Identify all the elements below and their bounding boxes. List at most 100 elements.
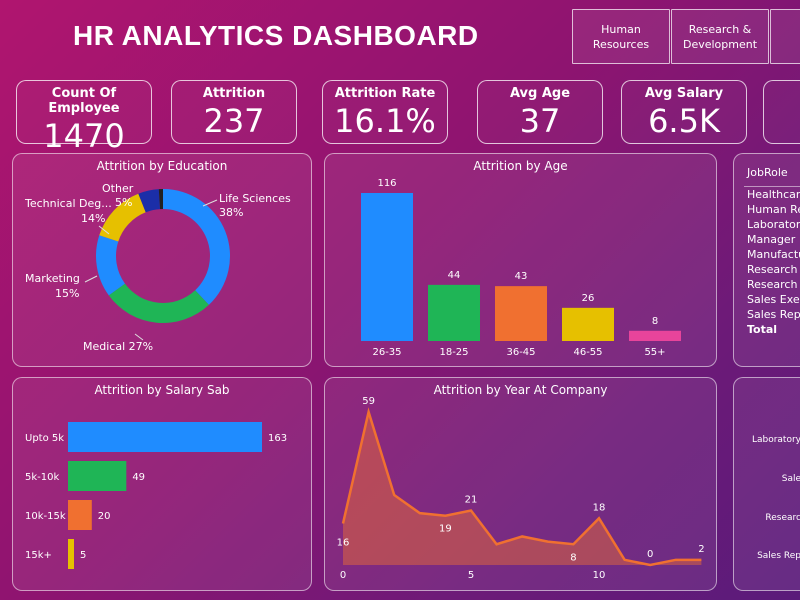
jobrole-item[interactable]: Human Res	[747, 203, 800, 216]
jobrole-attrition-chart: Laboratory Sale Researc Sales Rep	[752, 435, 800, 561]
years-panel: Attrition by Year At Company 16 59 19 21 8 18…	[324, 377, 717, 591]
panel-title: Attrition by Salary Sab	[94, 383, 230, 397]
panel-title: Attrition by Year At Company	[433, 383, 608, 397]
bar-value-label: 44	[448, 270, 461, 281]
bar-value-label: 49	[132, 472, 145, 483]
y-tick-label: 10k-15k	[25, 511, 66, 522]
row-label: Sale	[782, 474, 800, 484]
x-tick-label: 5	[468, 570, 474, 581]
label-technical-pct: 14%	[81, 212, 105, 225]
label-medical: Medical 27%	[83, 340, 153, 353]
age-panel: Attrition by Age 116 26-35 44 18-25 43 36-45 2…	[324, 153, 717, 367]
data-label: 16	[337, 538, 350, 549]
age-bar[interactable]	[361, 193, 413, 341]
row-label: Researc	[765, 513, 800, 523]
jobrole-slicer: JobRole Healthcare Human Res Laboratory …	[733, 153, 800, 367]
bar-value-label: 116	[377, 178, 396, 189]
area-fill	[343, 412, 702, 565]
x-tick-label: 10	[593, 570, 606, 581]
jobrole-item[interactable]: Manager	[747, 233, 796, 246]
donut-slice[interactable]	[158, 189, 163, 210]
x-tick-label: 55+	[644, 347, 665, 358]
kpi-avg-salary: Avg Salary 6.5K	[621, 80, 747, 144]
age-bar[interactable]	[562, 307, 614, 341]
jobrole-item[interactable]: Sales Repre	[747, 308, 800, 321]
data-label: 2	[698, 544, 704, 555]
age-bar[interactable]	[629, 330, 681, 341]
jobrole-item[interactable]: Healthcare	[747, 188, 800, 201]
salary-bar[interactable]	[68, 422, 262, 452]
jobrole-total: Total	[747, 323, 778, 336]
education-panel: Attrition by Education Life Sciences 38%…	[12, 153, 312, 367]
data-label: 0	[647, 549, 653, 560]
data-label: 21	[465, 495, 478, 506]
data-label: 8	[570, 552, 576, 563]
bar-value-label: 20	[98, 511, 111, 522]
donut-slice[interactable]	[163, 189, 230, 305]
donut-slice[interactable]	[96, 235, 125, 296]
jobrole-attrition-panel: Laboratory Sale Researc Sales Rep	[733, 377, 800, 591]
department-filter-sales[interactable]	[770, 9, 800, 64]
kpi-value: 37	[519, 102, 561, 140]
label-other: Other	[102, 182, 134, 195]
age-bar-chart: 116 26-35 44 18-25 43 36-45 26 46-55 8 55+	[361, 178, 681, 358]
jobrole-item[interactable]: Manufactu	[747, 248, 800, 261]
education-donut-chart: Life Sciences 38% Medical 27% Marketing …	[24, 182, 291, 353]
x-tick-label: 46-55	[573, 347, 602, 358]
donut-slice[interactable]	[108, 283, 209, 323]
kpi-value: 237	[203, 102, 265, 140]
salary-bar[interactable]	[68, 461, 127, 491]
leader-line	[98, 225, 110, 235]
label-life-sciences: Life Sciences	[219, 192, 291, 205]
kpi-label: Attrition	[202, 86, 266, 101]
department-filter-research-development[interactable]: Research & Development	[671, 9, 769, 64]
kpi-count-of-employee: Count Of Employee 1470	[16, 80, 152, 154]
data-label: 18	[593, 502, 606, 513]
panel-title: Attrition by Age	[473, 159, 568, 173]
leader-line	[84, 275, 98, 283]
jobrole-item[interactable]: Sales Execu	[747, 293, 800, 306]
donut-slice[interactable]	[99, 193, 146, 242]
jobrole-item[interactable]: Laboratory	[747, 218, 800, 231]
kpi-value: 1470	[43, 117, 125, 155]
kpi-label: Avg Salary	[644, 86, 724, 101]
kpi-label: Count Of Employee	[48, 86, 120, 116]
panel-title: Attrition by Education	[96, 159, 228, 173]
donut-slice[interactable]	[138, 189, 161, 213]
jobrole-header: JobRole	[747, 166, 788, 179]
jobrole-item[interactable]: Research D	[747, 263, 800, 276]
row-label: Sales Rep	[757, 551, 800, 561]
dept-line1: Research &	[688, 22, 752, 36]
leader-line	[202, 199, 218, 207]
kpi-attrition: Attrition 237	[171, 80, 297, 144]
kpi-value: 6.5K	[648, 102, 720, 140]
dept-line2: Development	[682, 37, 758, 51]
bar-value-label: 43	[515, 271, 528, 282]
kpi-label: Avg Age	[509, 86, 571, 101]
page-title: HR ANALYTICS DASHBOARD	[73, 20, 479, 51]
label-marketing: Marketing	[25, 272, 80, 285]
label-marketing-pct: 15%	[55, 287, 79, 300]
label-other-pct: 5%	[115, 196, 132, 209]
department-filter-human-resources[interactable]: Human Resources	[572, 9, 670, 64]
jobrole-item[interactable]: Research S	[747, 278, 800, 291]
label-life-sciences-pct: 38%	[219, 206, 243, 219]
jobrole-divider	[744, 186, 800, 187]
x-tick-label: 18-25	[439, 347, 468, 358]
series-line[interactable]	[341, 407, 702, 567]
dept-line2: Resources	[592, 37, 650, 51]
salary-bar[interactable]	[68, 539, 74, 569]
years-area-chart: 16 59 19 21 8 18 0 2 0 5 10	[337, 396, 705, 581]
age-bar[interactable]	[495, 286, 547, 341]
y-tick-label: 5k-10k	[25, 472, 59, 483]
salary-bar[interactable]	[68, 500, 92, 530]
dept-line1: Human	[601, 22, 641, 36]
age-bar[interactable]	[428, 284, 480, 341]
bar-value-label: 8	[652, 316, 658, 327]
kpi-label: Attrition Rate	[334, 86, 436, 101]
data-label: 59	[362, 396, 375, 407]
kpi-avg-age: Avg Age 37	[477, 80, 603, 144]
y-tick-label: 15k+	[25, 550, 52, 561]
bar-value-label: 5	[80, 550, 86, 561]
label-technical: Technical Deg...	[24, 197, 112, 210]
